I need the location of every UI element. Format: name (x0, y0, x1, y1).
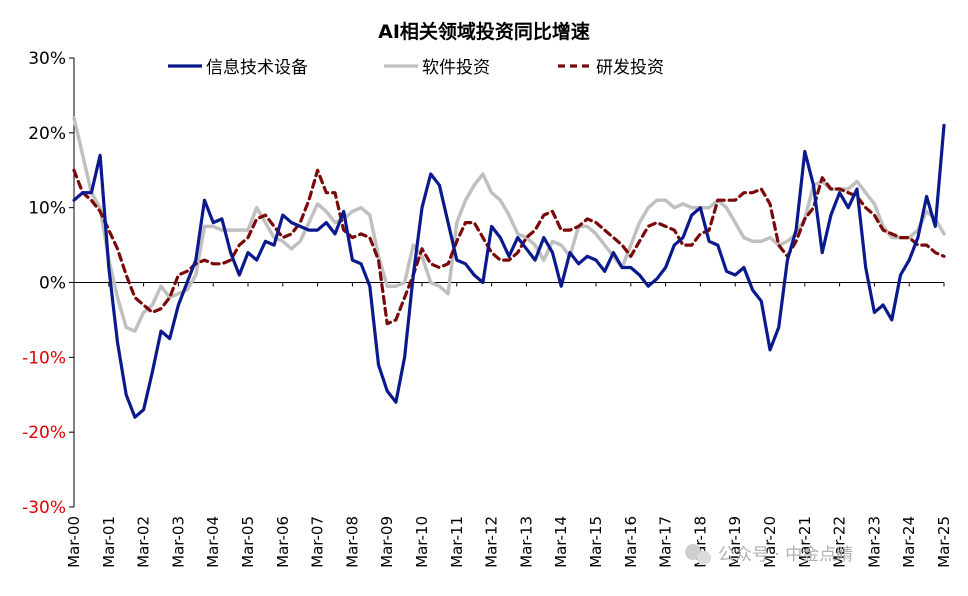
x-tick-label: Mar-22 (831, 516, 849, 568)
x-tick-label: Mar-08 (343, 516, 361, 568)
watermark-text: 公众号 · 中金点睛 (718, 545, 853, 565)
legend-item-0: 信息技术设备 (168, 58, 308, 78)
y-tick-label: -20% (22, 423, 66, 443)
x-tick-label: Mar-19 (726, 516, 744, 568)
series-line-0 (72, 123, 946, 419)
x-tick-label: Mar-21 (796, 516, 814, 568)
x-tick-label: Mar-01 (100, 516, 118, 568)
legend-label: 信息技术设备 (206, 58, 308, 78)
legend-label: 软件投资 (422, 58, 490, 78)
series-line-1 (72, 116, 946, 333)
x-tick-label: Mar-00 (65, 516, 83, 568)
x-tick-label: Mar-13 (517, 516, 535, 568)
y-tick-label: 10% (28, 199, 66, 219)
x-tick-label: Mar-20 (761, 516, 779, 568)
series-layer (72, 116, 946, 419)
series-line-2 (72, 168, 946, 326)
legend-item-1: 软件投资 (384, 58, 490, 78)
y-tick-label: -10% (22, 348, 66, 368)
x-tick-label: Mar-07 (309, 516, 327, 568)
y-axis: 30% 20% 10% 0% -10% -20% -30% (22, 49, 75, 518)
x-tick-label: Mar-12 (483, 516, 501, 568)
x-tick-label: Mar-14 (552, 516, 570, 568)
legend-label: 研发投资 (596, 58, 664, 78)
y-tick-label: 30% (28, 49, 66, 69)
y-tick-label: -30% (22, 498, 66, 518)
x-tick-label: Mar-17 (657, 516, 675, 568)
wechat-icon (685, 544, 711, 565)
y-tick-label: 0% (39, 274, 66, 294)
watermark: 公众号 · 中金点睛 (685, 544, 853, 565)
x-tick-label: Mar-10 (413, 516, 431, 568)
legend: 信息技术设备 软件投资 研发投资 (168, 58, 664, 78)
x-tick-label: Mar-03 (169, 516, 187, 568)
x-tick-label: Mar-04 (204, 516, 222, 568)
x-tick-label: Mar-24 (900, 516, 918, 568)
x-tick-label: Mar-09 (378, 516, 396, 568)
y-tick-label: 20% (28, 124, 66, 144)
x-tick-label: Mar-11 (448, 516, 466, 568)
x-tick-label: Mar-06 (274, 516, 292, 568)
x-tick-label: Mar-05 (239, 516, 257, 568)
x-tick-label: Mar-25 (935, 516, 953, 568)
x-tick-label: Mar-02 (135, 516, 153, 568)
legend-item-2: 研发投资 (558, 58, 664, 78)
x-axis: Mar-00 Mar-01 Mar-02 Mar-03 Mar-04 Mar-05 Mar-… (65, 282, 953, 568)
x-tick-label: Mar-16 (622, 516, 640, 568)
x-tick-label: Mar-23 (865, 516, 883, 568)
x-tick-label: Mar-15 (587, 516, 605, 568)
chart-title: AI相关领域投资同比增速 (378, 20, 590, 43)
